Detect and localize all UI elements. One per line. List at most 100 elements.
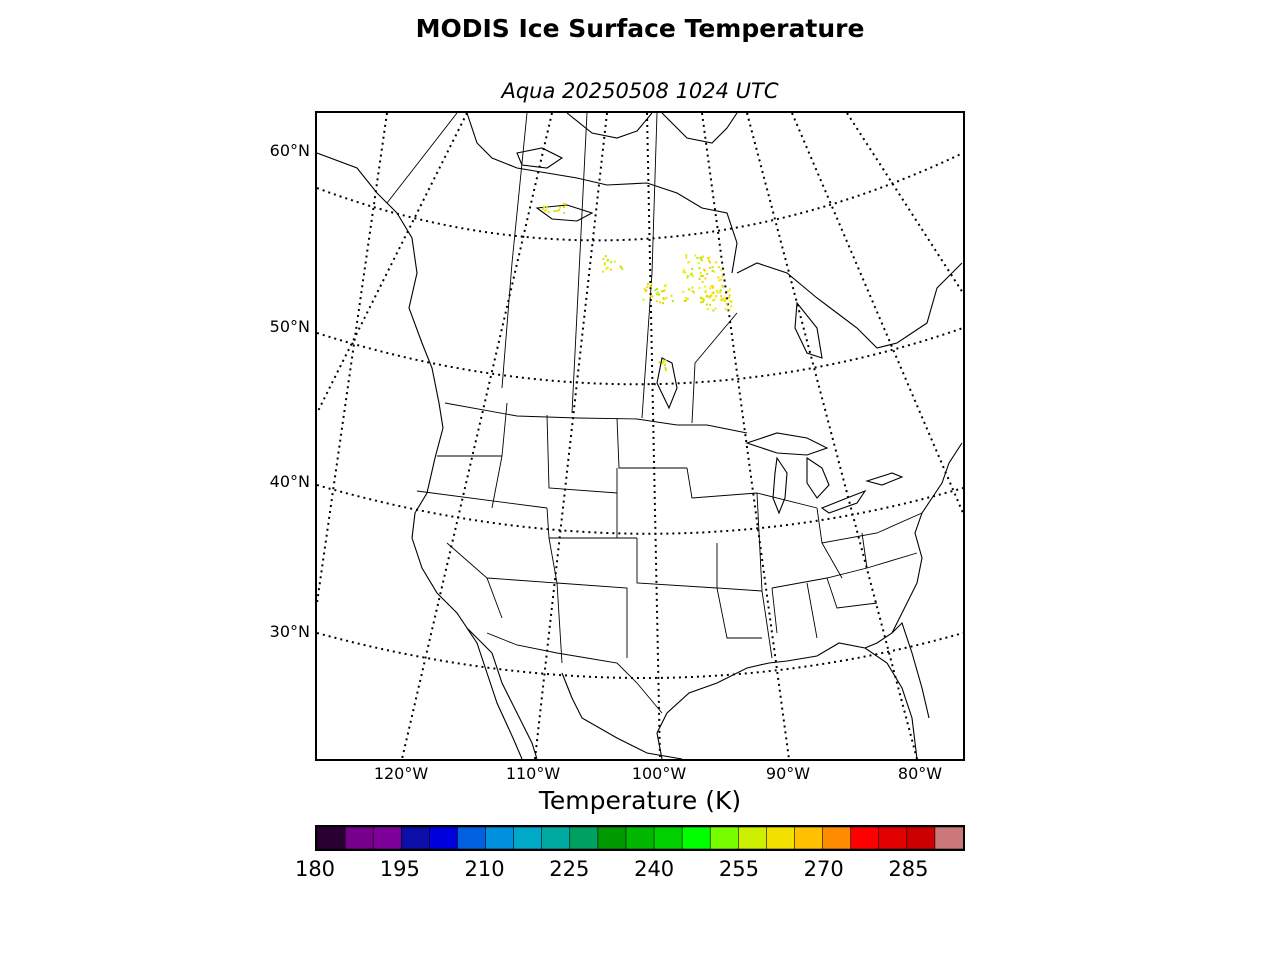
ice-pixel bbox=[714, 307, 717, 310]
ice-pixel bbox=[701, 281, 704, 283]
ice-pixel bbox=[655, 300, 658, 303]
ice-pixel bbox=[699, 297, 702, 300]
map-svg bbox=[317, 113, 963, 759]
ice-pixel bbox=[662, 290, 665, 293]
ice-pixel bbox=[729, 300, 732, 303]
ice-pixel bbox=[706, 273, 709, 276]
ice-pixel bbox=[686, 275, 689, 278]
ice-pixel bbox=[683, 269, 685, 272]
ice-pixel bbox=[603, 262, 606, 265]
ice-pixel bbox=[606, 266, 609, 269]
ice-pixel bbox=[651, 295, 654, 298]
ice-pixel bbox=[604, 255, 607, 258]
ice-pixel bbox=[723, 300, 726, 303]
ice-pixel bbox=[712, 291, 715, 294]
ice-pixel bbox=[718, 279, 721, 282]
great-slave-lake bbox=[535, 204, 594, 222]
meridian-120w bbox=[317, 113, 388, 604]
ice-pixel bbox=[730, 305, 733, 308]
ice-pixel bbox=[708, 256, 711, 259]
ice-pixel bbox=[546, 206, 548, 209]
ice-pixel bbox=[664, 359, 667, 362]
ice-pixel bbox=[621, 267, 624, 270]
ice-pixel bbox=[684, 271, 687, 274]
ice-pixel bbox=[721, 297, 724, 300]
ice-pixel bbox=[658, 293, 660, 296]
colorbar-segment bbox=[822, 827, 852, 849]
ice-pixel bbox=[726, 290, 729, 293]
ice-pixel bbox=[690, 272, 693, 275]
ice-pixel bbox=[685, 296, 688, 299]
ice-pixel bbox=[711, 266, 714, 269]
ice-pixel bbox=[702, 297, 704, 300]
colorbar-svg bbox=[317, 827, 963, 849]
arctic-island-2 bbox=[661, 113, 738, 144]
ice-pixel bbox=[709, 303, 711, 306]
lat-label-30n: 30°N bbox=[269, 622, 310, 641]
colorbar-segment bbox=[934, 827, 963, 849]
ice-pixel bbox=[705, 303, 708, 306]
ice-pixel bbox=[654, 289, 657, 292]
ice-pixel bbox=[712, 309, 715, 312]
ice-pixel bbox=[605, 267, 608, 270]
ice-pixel bbox=[704, 289, 707, 292]
ice-pixel bbox=[547, 211, 550, 214]
ice-pixel bbox=[692, 291, 695, 294]
ice-pixel bbox=[713, 298, 716, 301]
ice-pixel bbox=[691, 286, 694, 289]
ice-pixel bbox=[704, 285, 707, 288]
ice-pixel bbox=[694, 254, 697, 257]
arctic-island-1 bbox=[566, 113, 653, 139]
ice-pixel bbox=[645, 289, 648, 292]
ice-pixel bbox=[647, 283, 649, 286]
ice-pixel bbox=[558, 208, 561, 211]
ice-pixel bbox=[697, 262, 700, 265]
ice-pixel bbox=[720, 295, 723, 298]
ice-pixel bbox=[607, 258, 609, 261]
ice-pixel bbox=[642, 298, 645, 301]
ice-pixel bbox=[643, 288, 646, 291]
ice-pixel bbox=[610, 261, 613, 264]
ice-pixel bbox=[729, 288, 731, 291]
ice-pixel bbox=[689, 274, 692, 276]
ice-pixel bbox=[717, 266, 720, 269]
mexico-coastline bbox=[561, 672, 683, 759]
ice-pixel bbox=[698, 277, 701, 280]
lat-label-50n: 50°N bbox=[269, 317, 310, 336]
lake-winnipeg bbox=[656, 357, 678, 410]
ice-pixel bbox=[691, 290, 694, 293]
ice-pixel bbox=[719, 289, 722, 292]
ice-pixel bbox=[702, 298, 705, 301]
parallel-40n bbox=[317, 484, 963, 535]
ice-temperature-pixels bbox=[542, 203, 733, 371]
lake-huron bbox=[806, 456, 830, 499]
parallel-30n bbox=[317, 632, 963, 679]
ice-pixel bbox=[665, 296, 668, 299]
ice-pixel bbox=[716, 291, 719, 294]
ice-pixel bbox=[613, 260, 616, 263]
ice-pixel bbox=[711, 269, 714, 272]
ice-pixel bbox=[711, 286, 714, 289]
lat-label-60n: 60°N bbox=[269, 141, 310, 160]
parallel-50n bbox=[317, 327, 963, 386]
baja-coastline bbox=[466, 627, 538, 759]
colorbar-segment bbox=[541, 827, 571, 849]
ice-pixel bbox=[602, 257, 605, 260]
ice-pixel bbox=[704, 277, 707, 280]
ice-pixel bbox=[715, 295, 718, 298]
ice-pixel bbox=[706, 295, 709, 298]
coastline-group bbox=[317, 113, 963, 759]
ice-pixel bbox=[659, 301, 662, 304]
gulf-coastline bbox=[656, 642, 918, 759]
ice-pixel bbox=[698, 267, 701, 270]
ice-pixel bbox=[710, 285, 713, 287]
ice-pixel bbox=[725, 303, 728, 305]
ice-pixel bbox=[721, 285, 724, 288]
us-states bbox=[416, 402, 923, 664]
meridian-100w bbox=[646, 113, 661, 759]
ice-pixel bbox=[696, 256, 699, 259]
lon-label-90w: 90°W bbox=[765, 764, 811, 783]
ice-pixel bbox=[728, 294, 731, 297]
ice-pixel bbox=[664, 284, 667, 287]
graticule-group bbox=[317, 113, 963, 759]
